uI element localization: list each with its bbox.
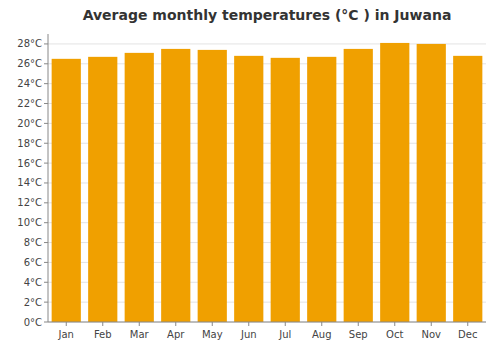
y-tick-label: 14°C bbox=[17, 177, 42, 188]
y-tick-label: 8°C bbox=[24, 237, 42, 248]
y-tick-label: 0°C bbox=[24, 317, 42, 328]
y-tick bbox=[44, 83, 48, 84]
x-tick-label: Jul bbox=[278, 329, 291, 340]
bar bbox=[417, 44, 446, 322]
y-tick bbox=[44, 222, 48, 223]
y-grid bbox=[48, 44, 486, 322]
x-tick bbox=[175, 322, 176, 326]
y-tick bbox=[44, 322, 48, 323]
y-tick-label: 28°C bbox=[17, 38, 42, 49]
y-tick-label: 24°C bbox=[17, 78, 42, 89]
x-tick bbox=[139, 322, 140, 326]
y-tick-label: 6°C bbox=[24, 257, 42, 268]
y-tick bbox=[44, 163, 48, 164]
x-tick-label: Jan bbox=[58, 329, 74, 340]
y-tick-label: 4°C bbox=[24, 277, 42, 288]
y-tick bbox=[44, 43, 48, 44]
x-tick bbox=[467, 322, 468, 326]
bar bbox=[125, 53, 154, 322]
x-tick-label: Jun bbox=[240, 329, 257, 340]
y-tick-label: 20°C bbox=[17, 118, 42, 129]
y-tick-label: 12°C bbox=[17, 197, 42, 208]
y-tick-label: 26°C bbox=[17, 58, 42, 69]
bar bbox=[198, 50, 227, 322]
y-tick bbox=[44, 143, 48, 144]
y-tick-label: 2°C bbox=[24, 297, 42, 308]
y-tick bbox=[44, 282, 48, 283]
y-tick bbox=[44, 262, 48, 263]
chart-container: Average monthly temperatures (°C ) in Ju… bbox=[0, 0, 500, 350]
bar bbox=[234, 56, 263, 322]
x-tick-label: Nov bbox=[421, 329, 441, 340]
bar bbox=[88, 57, 117, 322]
bar bbox=[52, 59, 81, 322]
y-tick bbox=[44, 242, 48, 243]
x-tick bbox=[285, 322, 286, 326]
bar bbox=[271, 58, 300, 322]
bar bbox=[380, 43, 409, 322]
x-tick-label: Feb bbox=[94, 329, 112, 340]
bar bbox=[307, 57, 336, 322]
x-tick bbox=[212, 322, 213, 326]
grid-line bbox=[48, 322, 486, 323]
x-tick bbox=[102, 322, 103, 326]
bars bbox=[52, 43, 483, 322]
bar bbox=[453, 56, 482, 322]
y-tick-label: 22°C bbox=[17, 98, 42, 109]
y-tick bbox=[44, 302, 48, 303]
x-tick bbox=[66, 322, 67, 326]
bar bbox=[344, 49, 373, 322]
y-tick-label: 18°C bbox=[17, 138, 42, 149]
x-tick bbox=[394, 322, 395, 326]
x-tick-label: Sep bbox=[349, 329, 368, 340]
x-tick-label: Apr bbox=[167, 329, 185, 340]
title: Average monthly temperatures (°C ) in Ju… bbox=[83, 7, 452, 23]
x-tick-label: Oct bbox=[386, 329, 403, 340]
x-tick bbox=[321, 322, 322, 326]
x-tick-label: May bbox=[202, 329, 223, 340]
y-axis-line bbox=[48, 34, 49, 322]
y-tick-label: 10°C bbox=[17, 217, 42, 228]
x-tick-label: Aug bbox=[312, 329, 332, 340]
x-axis-line bbox=[48, 322, 486, 323]
y-tick-label: 16°C bbox=[17, 158, 42, 169]
x-tick-label: Mar bbox=[130, 329, 150, 340]
bar bbox=[161, 49, 190, 322]
x-tick bbox=[248, 322, 249, 326]
chart-svg: Average monthly temperatures (°C ) in Ju… bbox=[0, 0, 500, 350]
y-tick bbox=[44, 63, 48, 64]
y-tick bbox=[44, 202, 48, 203]
y-axis: 0°C 2°C 4°C 6°C 8°C 10°C 12°C 14°C 16°C 18°C 20°C 2… bbox=[17, 34, 48, 328]
x-tick-label: Dec bbox=[458, 329, 477, 340]
y-tick bbox=[44, 103, 48, 104]
y-tick bbox=[44, 123, 48, 124]
y-tick bbox=[44, 182, 48, 183]
x-tick bbox=[431, 322, 432, 326]
x-tick bbox=[358, 322, 359, 326]
x-axis: Jan Feb Mar Apr May Jun Jul Aug Sep Oct Nov Dec bbox=[48, 322, 486, 340]
